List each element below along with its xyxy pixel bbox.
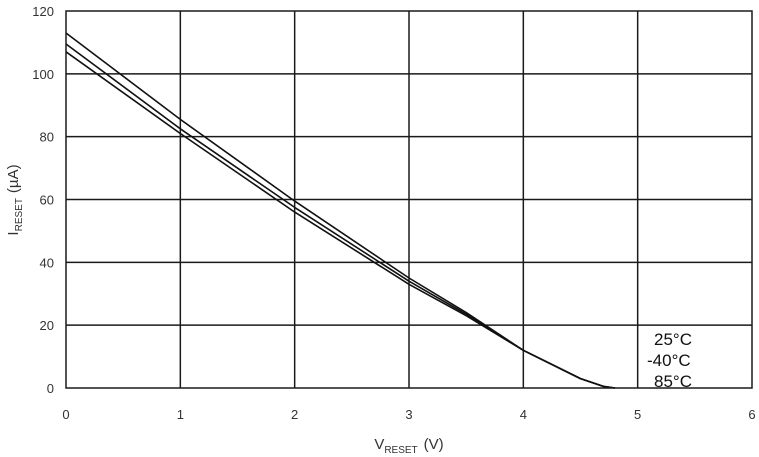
legend-item-85c: 85°C (654, 372, 692, 391)
x-tick-label: 1 (177, 407, 184, 422)
legend-item-minus40c: -40°C (647, 351, 691, 370)
y-tick-label: 60 (40, 193, 54, 208)
x-axis-label-main: V (374, 436, 384, 453)
x-axis-label-unit: (V) (424, 436, 444, 453)
legend-item-25c: 25°C (654, 330, 692, 349)
legend: 25°C -40°C 85°C (647, 330, 692, 391)
x-tick-label: 0 (62, 407, 69, 422)
plot-frame (65, 10, 753, 389)
x-axis-label: VRESET (V) (374, 436, 443, 456)
y-axis-label-sub: RESET (14, 198, 25, 231)
x-axis-label-sub: RESET (384, 445, 417, 456)
y-tick-label: 20 (40, 318, 54, 333)
x-tick-label: 4 (520, 407, 527, 422)
y-tick-label: 40 (40, 255, 54, 270)
x-tick-labels: 0 1 2 3 4 5 6 (62, 407, 755, 422)
series-layer (65, 32, 615, 389)
x-tick-label: 3 (405, 407, 412, 422)
x-tick-label: 6 (748, 407, 755, 422)
y-tick-label: 100 (32, 67, 54, 82)
y-tick-label: 120 (32, 4, 54, 19)
x-tick-label: 5 (634, 407, 641, 422)
y-tick-label: 0 (47, 381, 54, 396)
y-axis-label-unit: (µA) (5, 164, 22, 193)
series-line-2 (65, 51, 615, 389)
y-axis-label-main: I (5, 231, 22, 235)
y-tick-labels: 0 20 40 60 80 100 120 (32, 4, 54, 396)
x-tick-label: 2 (291, 407, 298, 422)
y-axis-label: IRESET (µA) (5, 164, 25, 235)
y-tick-label: 80 (40, 130, 54, 145)
grid (66, 11, 752, 388)
